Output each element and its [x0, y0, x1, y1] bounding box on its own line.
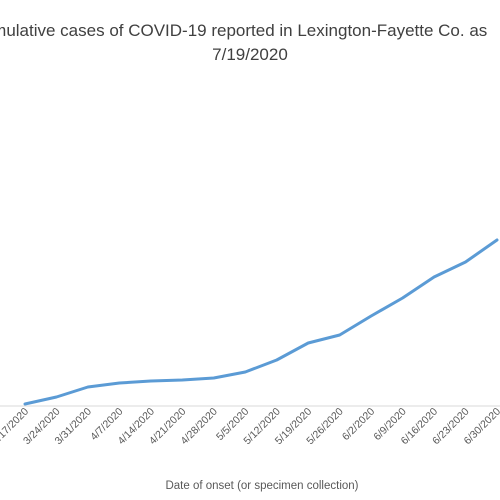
chart-title: umulative cases of COVID-19 reported in … — [0, 21, 487, 40]
chart-subtitle: 7/19/2020 — [212, 45, 288, 64]
data-line — [23, 238, 499, 406]
x-tick-label: 6/2/2020 — [340, 406, 377, 443]
x-axis-title: Date of onset (or specimen collection) — [165, 480, 358, 492]
